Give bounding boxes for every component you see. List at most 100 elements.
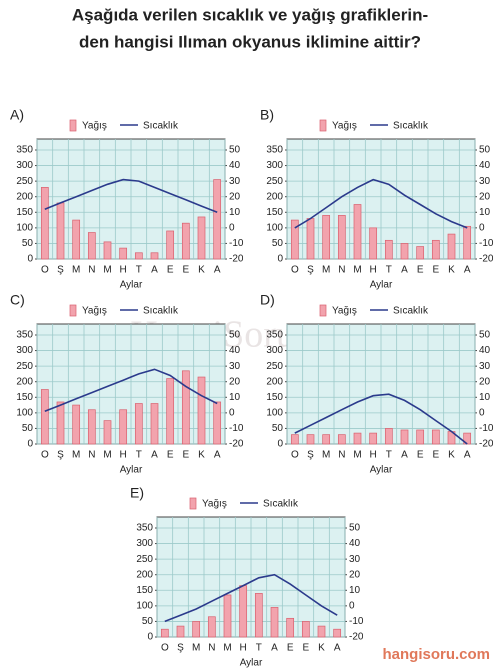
legend-label: Yağış bbox=[82, 306, 107, 317]
y-tick-label: 150 bbox=[266, 207, 283, 218]
x-tick-label: A bbox=[151, 265, 158, 276]
chart: C) 0 50 100 150 200 250 300 350 -20 -10 0 10 20 30 40 50… bbox=[10, 292, 244, 476]
y-tick-label: 0 bbox=[27, 254, 33, 265]
bar bbox=[181, 370, 190, 445]
line bbox=[44, 368, 218, 413]
y-tick-label: 50 bbox=[272, 238, 284, 249]
x-tick-label: O bbox=[41, 265, 49, 276]
bar bbox=[431, 239, 440, 260]
line bbox=[294, 178, 468, 229]
bar bbox=[384, 428, 393, 445]
bar bbox=[447, 233, 456, 260]
y2-tick-label: 30 bbox=[479, 176, 491, 187]
bar bbox=[254, 593, 263, 638]
x-tick-label: M bbox=[72, 450, 80, 461]
x-tick-label: M bbox=[353, 265, 361, 276]
chart: E) 0 50 100 150 200 250 300 350 -20 -10 0 10 20 30 40 50… bbox=[130, 485, 364, 668]
bar bbox=[337, 434, 346, 445]
x-tick-label: A bbox=[214, 450, 221, 461]
x-tick-label: Ş bbox=[177, 643, 184, 654]
bar bbox=[239, 585, 248, 638]
y2-tick-label: 20 bbox=[479, 191, 491, 202]
y-tick-label: 250 bbox=[136, 554, 153, 565]
y-tick-label: 250 bbox=[16, 176, 33, 187]
y2-tick-label: -20 bbox=[349, 632, 364, 643]
y2-tick-label: 10 bbox=[349, 585, 361, 596]
y-tick-label: 50 bbox=[272, 423, 284, 434]
x-axis-label: Aylar bbox=[370, 280, 393, 291]
y-tick-label: 100 bbox=[16, 222, 33, 233]
y-tick-label: 0 bbox=[277, 439, 283, 450]
y-tick-label: 50 bbox=[22, 423, 34, 434]
y-tick-label: 350 bbox=[16, 330, 33, 341]
x-tick-label: A bbox=[464, 450, 471, 461]
bar bbox=[103, 420, 112, 445]
bar bbox=[384, 239, 393, 260]
x-axis-label: Aylar bbox=[120, 280, 143, 291]
bar bbox=[56, 401, 65, 445]
x-tick-label: O bbox=[291, 265, 299, 276]
x-tick-label: N bbox=[338, 450, 345, 461]
y-tick-label: 0 bbox=[147, 632, 153, 643]
y2-tick-label: 20 bbox=[229, 191, 241, 202]
x-tick-label: M bbox=[322, 265, 330, 276]
y-tick-label: 250 bbox=[266, 176, 283, 187]
bar bbox=[134, 252, 143, 260]
legend-swatch bbox=[69, 119, 77, 132]
x-tick-label: E bbox=[167, 265, 174, 276]
x-tick-label: N bbox=[208, 643, 215, 654]
bar bbox=[181, 222, 190, 260]
x-axis-label: Aylar bbox=[120, 465, 143, 476]
bar bbox=[87, 409, 96, 445]
y-tick-label: 350 bbox=[266, 330, 283, 341]
bar bbox=[119, 409, 128, 445]
bar bbox=[369, 432, 378, 445]
y2-tick-label: -20 bbox=[229, 254, 244, 265]
y2-tick-label: 50 bbox=[349, 523, 361, 534]
y-tick-label: 150 bbox=[16, 207, 33, 218]
y2-tick-label: 10 bbox=[479, 207, 491, 218]
legend-label: Sıcaklık bbox=[143, 306, 179, 317]
x-tick-label: N bbox=[88, 265, 95, 276]
bar bbox=[322, 215, 331, 260]
bar bbox=[160, 628, 169, 638]
bar bbox=[431, 429, 440, 445]
y-tick-label: 300 bbox=[16, 345, 33, 356]
x-tick-label: Ş bbox=[307, 450, 314, 461]
y-tick-label: 50 bbox=[142, 616, 154, 627]
bar bbox=[207, 616, 216, 638]
y2-tick-label: 40 bbox=[229, 160, 241, 171]
bar bbox=[337, 215, 346, 260]
x-tick-label: Ş bbox=[57, 450, 64, 461]
bar bbox=[72, 219, 81, 260]
x-tick-label: A bbox=[401, 265, 408, 276]
y2-tick-label: 20 bbox=[479, 376, 491, 387]
bar bbox=[290, 219, 299, 260]
bar bbox=[290, 434, 299, 445]
legend-label: Sıcaklık bbox=[393, 306, 429, 317]
legend-label: Yağış bbox=[202, 499, 227, 510]
x-tick-label: T bbox=[386, 450, 392, 461]
y2-tick-label: 10 bbox=[229, 392, 241, 403]
x-tick-label: H bbox=[120, 450, 127, 461]
y2-tick-label: 0 bbox=[349, 600, 355, 611]
y2-tick-label: 0 bbox=[229, 222, 235, 233]
y-tick-label: 100 bbox=[266, 407, 283, 418]
chart: A) 0 50 100 150 200 250 300 350 -20 -10 0 10 20 30 40 50… bbox=[10, 107, 244, 291]
y2-tick-label: 0 bbox=[229, 407, 235, 418]
y-tick-label: 200 bbox=[266, 376, 283, 387]
chart: B) 0 50 100 150 200 250 300 350 -20 -10 0 10 20 30 40 50… bbox=[260, 107, 494, 291]
y-tick-label: 350 bbox=[266, 145, 283, 156]
legend-swatch bbox=[319, 304, 327, 317]
x-tick-label: O bbox=[291, 450, 299, 461]
y2-tick-label: 40 bbox=[229, 345, 241, 356]
x-tick-label: O bbox=[41, 450, 49, 461]
x-tick-label: M bbox=[353, 450, 361, 461]
y2-tick-label: 30 bbox=[229, 361, 241, 372]
y2-tick-label: 30 bbox=[229, 176, 241, 187]
y-tick-label: 200 bbox=[266, 191, 283, 202]
x-tick-label: T bbox=[136, 450, 142, 461]
bar bbox=[166, 378, 175, 445]
